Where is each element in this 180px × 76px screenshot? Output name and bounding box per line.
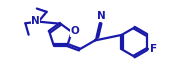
Text: N: N: [31, 16, 40, 26]
Text: F: F: [150, 44, 157, 54]
Text: O: O: [70, 26, 79, 36]
Text: N: N: [97, 11, 105, 21]
